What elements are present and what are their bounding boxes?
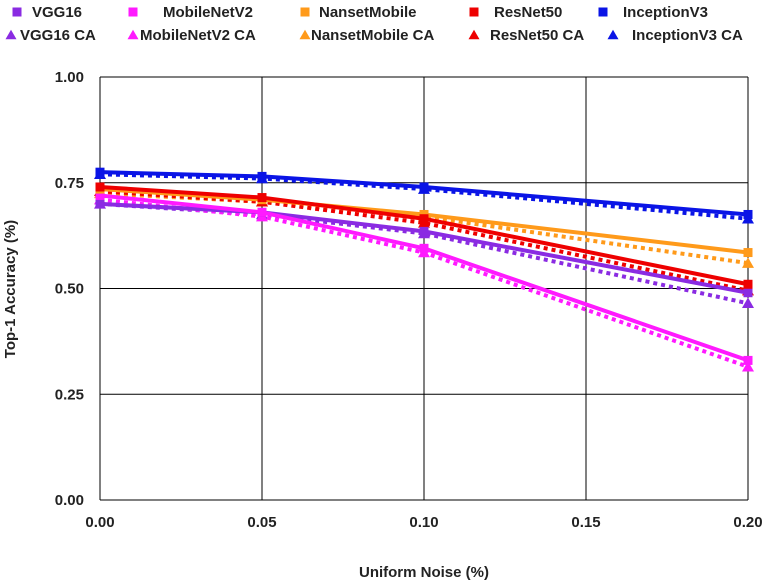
legend-item-nansetmobile: NansetMobile xyxy=(300,4,417,21)
legend: VGG16 MobileNetV2 NansetMobile ResNet50 Ince… xyxy=(5,4,743,44)
legend-label-vgg16: VGG16 xyxy=(32,4,82,21)
legend-item-resnet50: ResNet50 xyxy=(469,4,562,21)
legend-item-mobilenetv2-ca: MobileNetV2 CA xyxy=(127,27,256,44)
data-point-vgg16 xyxy=(419,226,429,236)
legend-item-resnet50-ca: ResNet50 CA xyxy=(468,27,584,44)
data-point-resnet50 xyxy=(95,182,105,192)
legend-label-inceptionv3-ca: InceptionV3 CA xyxy=(632,27,743,44)
series-line-inceptionv3-ca xyxy=(99,172,749,221)
data-point-resnet50 xyxy=(257,193,267,203)
series-line-resnet50 xyxy=(99,184,749,287)
legend-marker-resnet50-ca xyxy=(468,29,480,40)
legend-marker-inceptionv3 xyxy=(598,7,608,17)
legend-marker-vgg16-ca xyxy=(5,29,17,40)
x-axis-title: Uniform Noise (%) xyxy=(359,564,489,580)
legend-marker-nansetmobile-ca xyxy=(299,29,311,40)
legend-label-inceptionv3: InceptionV3 xyxy=(623,4,708,21)
data-point-inceptionv3 xyxy=(257,171,267,181)
legend-marker-mobilenetv2 xyxy=(128,7,138,17)
series-resnet50 xyxy=(95,182,753,289)
legend-label-nansetmobile-ca: NansetMobile CA xyxy=(311,27,435,44)
data-point-nansetmobile xyxy=(743,248,753,258)
x-tick-label: 0.05 xyxy=(247,514,276,531)
legend-marker-resnet50 xyxy=(469,7,479,17)
data-point-resnet50 xyxy=(419,214,429,224)
series-line-resnet50-ca xyxy=(99,189,749,293)
grid-lines xyxy=(99,76,749,501)
series-line-vgg16 xyxy=(99,201,749,295)
data-point-mobilenetv2 xyxy=(257,207,267,217)
y-tick-label: 0.00 xyxy=(55,492,84,509)
legend-item-inceptionv3-ca: InceptionV3 CA xyxy=(607,27,743,44)
data-point-vgg16 xyxy=(743,288,753,298)
legend-label-nansetmobile: NansetMobile xyxy=(319,4,417,21)
y-axis-title: Top-1 Accuracy (%) xyxy=(2,220,19,358)
x-tick-label: 0.10 xyxy=(409,514,438,531)
legend-label-mobilenetv2: MobileNetV2 xyxy=(163,4,253,21)
data-point-mobilenetv2 xyxy=(743,355,753,365)
legend-item-mobilenetv2: MobileNetV2 xyxy=(128,4,253,21)
x-tick-label: 0.20 xyxy=(733,514,762,531)
legend-marker-inceptionv3-ca xyxy=(607,29,619,40)
y-tick-label: 1.00 xyxy=(55,69,84,86)
series-layer xyxy=(94,167,754,372)
x-tick-label: 0.00 xyxy=(85,514,114,531)
data-point-inceptionv3 xyxy=(419,182,429,192)
axes: 0.00 0.25 0.50 0.75 1.00 0.00 0.05 0.10 0.15 0.20 xyxy=(55,69,763,531)
legend-item-inceptionv3: InceptionV3 xyxy=(598,4,708,21)
data-point-mobilenetv2 xyxy=(419,243,429,253)
data-point-mobilenetv2 xyxy=(95,190,105,200)
legend-item-nansetmobile-ca: NansetMobile CA xyxy=(299,27,435,44)
data-point-vgg16 xyxy=(95,199,105,209)
series-line-mobilenetv2 xyxy=(99,193,749,363)
legend-label-vgg16-ca: VGG16 CA xyxy=(20,27,96,44)
y-tick-label: 0.75 xyxy=(55,175,84,192)
legend-marker-nansetmobile xyxy=(300,7,310,17)
data-point-inceptionv3 xyxy=(95,167,105,177)
legend-label-resnet50-ca: ResNet50 CA xyxy=(490,27,584,44)
legend-item-vgg16: VGG16 xyxy=(12,4,82,21)
series-line-inceptionv3 xyxy=(99,170,749,217)
legend-item-vgg16-ca: VGG16 CA xyxy=(5,27,96,44)
series-mobilenetv2 xyxy=(95,190,753,365)
data-point-mobilenetv2-ca xyxy=(742,361,754,372)
series-inceptionv3 xyxy=(95,167,753,219)
data-point-nansetmobile-ca xyxy=(742,257,754,268)
y-tick-label: 0.25 xyxy=(55,386,84,403)
legend-marker-mobilenetv2-ca xyxy=(127,29,139,40)
x-tick-label: 0.15 xyxy=(571,514,600,531)
legend-label-mobilenetv2-ca: MobileNetV2 CA xyxy=(140,27,256,44)
y-tick-label: 0.50 xyxy=(55,281,84,298)
data-point-resnet50 xyxy=(743,279,753,289)
legend-label-resnet50: ResNet50 xyxy=(494,4,562,21)
legend-marker-vgg16 xyxy=(12,7,22,17)
data-point-vgg16-ca xyxy=(742,297,754,309)
data-point-inceptionv3 xyxy=(743,209,753,219)
